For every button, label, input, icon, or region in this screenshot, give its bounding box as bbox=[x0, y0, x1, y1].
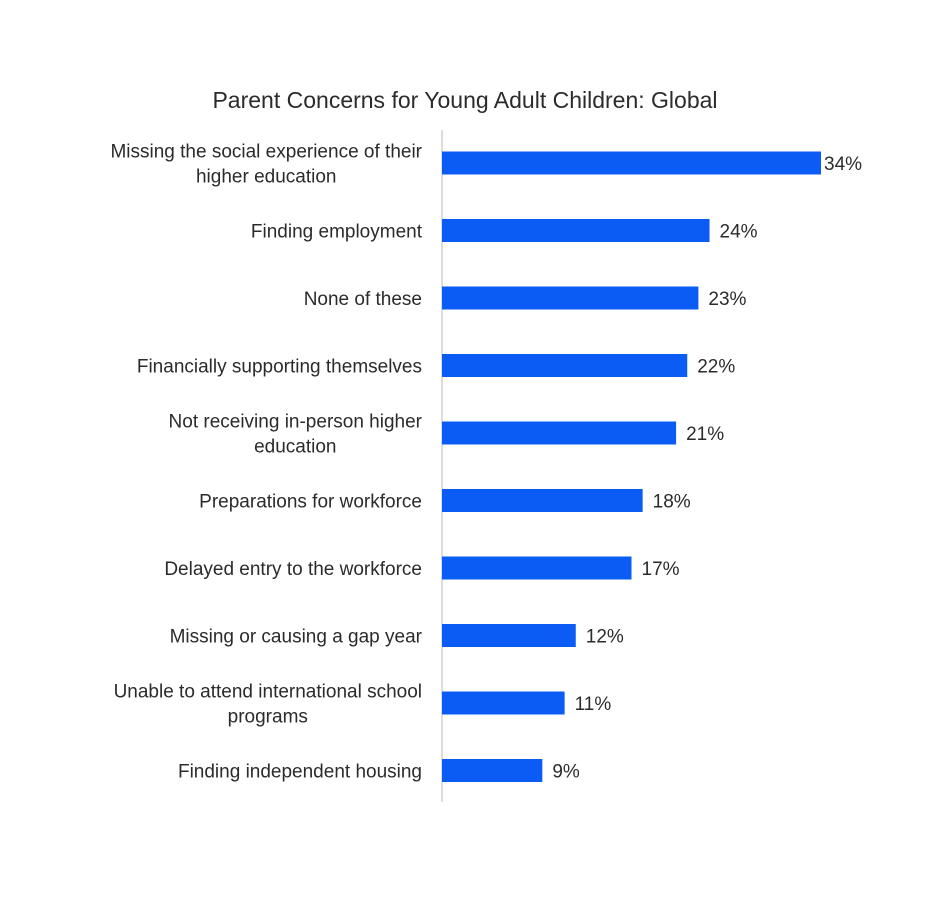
bar-6 bbox=[442, 556, 632, 580]
category-label-7-line-0: Missing or causing a gap year bbox=[170, 627, 423, 648]
category-label-4-line-1: education bbox=[254, 437, 336, 458]
category-label-4-line-0: Not receiving in-person higher bbox=[169, 412, 423, 433]
chart-title: Parent Concerns for Young Adult Children… bbox=[212, 87, 717, 113]
bar-3 bbox=[442, 354, 688, 377]
category-label-2-line-0: None of these bbox=[304, 289, 422, 310]
value-label-1: 24% bbox=[720, 222, 758, 243]
bar-5 bbox=[442, 489, 643, 512]
value-label-5: 18% bbox=[653, 492, 691, 513]
category-label-6-line-0: Delayed entry to the workforce bbox=[164, 559, 422, 580]
value-label-2: 23% bbox=[708, 289, 746, 310]
bar-7 bbox=[442, 624, 576, 647]
category-labels: Missing the social experience of their hi… bbox=[110, 142, 422, 783]
value-label-7: 12% bbox=[586, 627, 624, 648]
bar-9 bbox=[442, 759, 543, 782]
value-label-4: 21% bbox=[686, 424, 724, 445]
value-label-6: 17% bbox=[642, 559, 680, 580]
value-label-8: 11% bbox=[575, 694, 612, 715]
bar-8 bbox=[442, 691, 565, 715]
bar-2 bbox=[442, 286, 699, 310]
bar-4 bbox=[442, 421, 677, 445]
category-label-9-line-0: Finding independent housing bbox=[178, 762, 422, 783]
bars-group bbox=[442, 151, 821, 782]
bar-0 bbox=[442, 151, 821, 175]
bar-1 bbox=[442, 219, 710, 242]
value-labels: 34% 24% 23% 22% 21% 18% 17% 12% 11% 9% bbox=[552, 154, 862, 783]
category-label-8-line-1: programs bbox=[228, 707, 308, 728]
category-label-5-line-0: Preparations for workforce bbox=[199, 492, 422, 513]
value-label-9: 9% bbox=[552, 762, 580, 783]
value-label-3: 22% bbox=[697, 357, 735, 378]
category-label-8-line-0: Unable to attend international school bbox=[114, 682, 422, 703]
category-label-1-line-0: Finding employment bbox=[251, 222, 423, 243]
value-label-0: 34% bbox=[824, 154, 862, 175]
category-label-3-line-0: Financially supporting themselves bbox=[137, 357, 422, 378]
category-label-0-line-1: higher education bbox=[196, 167, 337, 188]
category-label-0-line-0: Missing the social experience of their bbox=[110, 142, 422, 163]
